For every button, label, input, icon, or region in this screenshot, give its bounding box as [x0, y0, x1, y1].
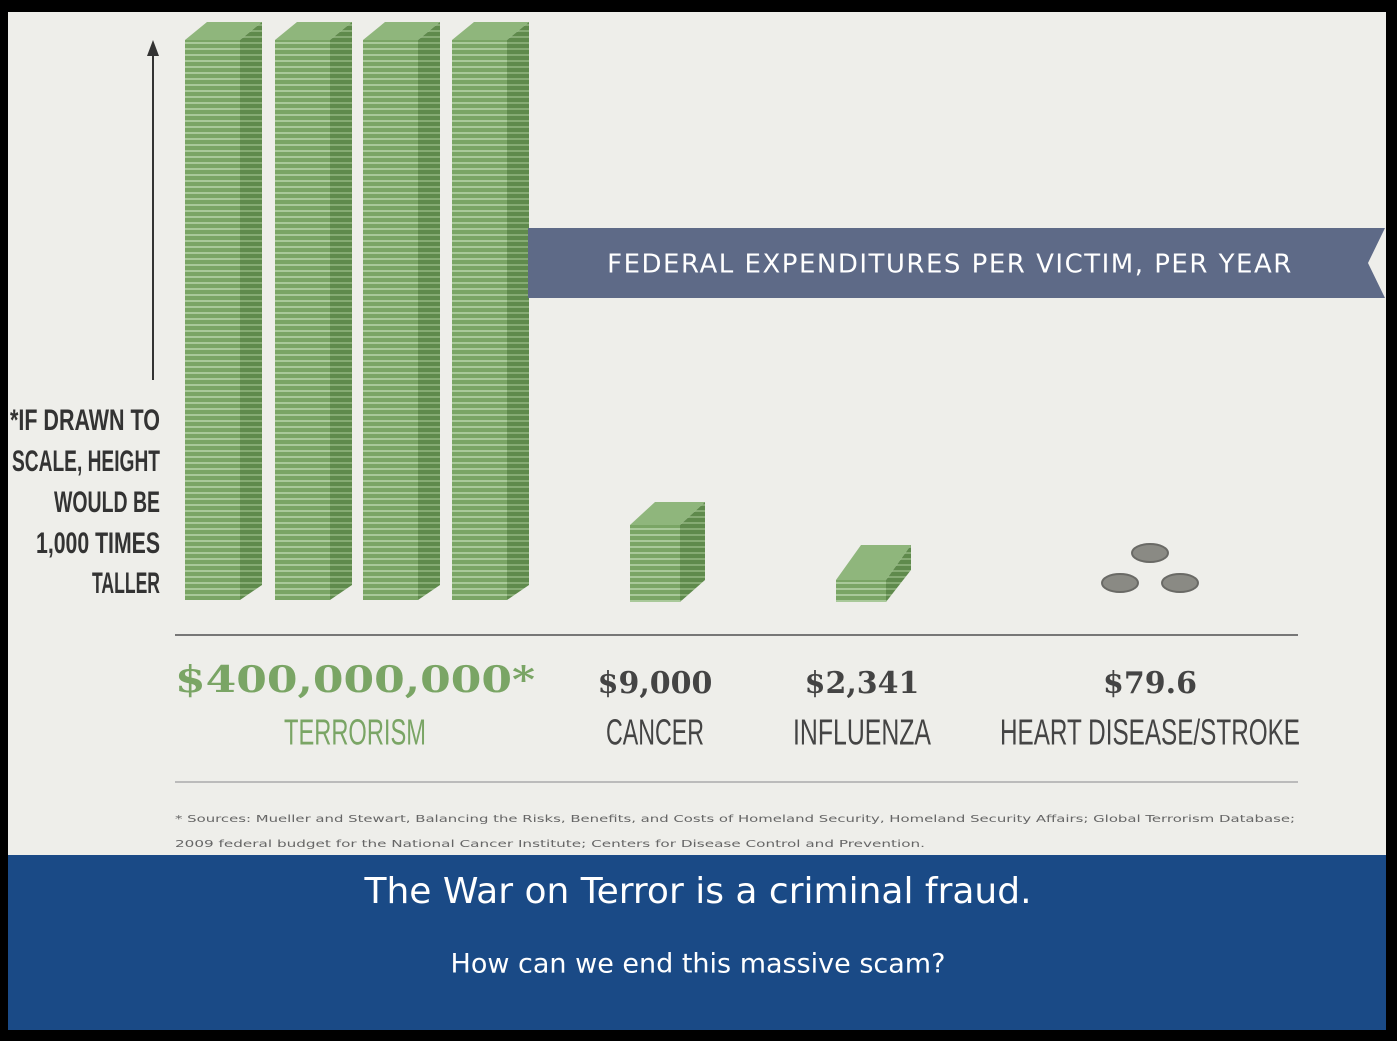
- value-label: $9,000: [598, 666, 713, 701]
- scale-note: WOULD BE: [54, 486, 160, 519]
- value-label: $2,341: [805, 666, 920, 701]
- banner-label: FEDERAL EXPENDITURES PER VICTIM, PER YEA…: [607, 250, 1293, 280]
- scale-note: *IF DRAWN TO: [10, 404, 160, 437]
- item-label: INFLUENZA: [793, 712, 931, 753]
- item-label: HEART DISEASE/STROKE: [1000, 712, 1300, 753]
- money-stack: [275, 22, 352, 600]
- caption-banner: [8, 855, 1386, 1030]
- arrow-head: [147, 40, 159, 56]
- sources: * Sources: Mueller and Stewart, Balancin…: [175, 814, 1295, 825]
- item-label: TERRORISM: [284, 712, 426, 753]
- scale-note: 1,000 TIMES: [36, 527, 160, 560]
- money-stack: [363, 22, 440, 600]
- caption-title: The War on Terror is a criminal fraud.: [363, 871, 1031, 912]
- coins: [1101, 543, 1199, 593]
- cancer-stack: [630, 502, 705, 602]
- scale-note: SCALE, HEIGHT: [12, 445, 160, 478]
- influenza-stack: [836, 545, 911, 602]
- value-label: $400,000,000*: [175, 659, 535, 701]
- money-stack: [185, 22, 262, 600]
- value-label: $79.6: [1103, 666, 1197, 701]
- scale-note: TALLER: [92, 567, 160, 600]
- item-label: CANCER: [606, 712, 704, 753]
- money-stack: [452, 22, 529, 600]
- banner-label-box: [528, 228, 1385, 298]
- caption-subtitle: How can we end this massive scam?: [451, 949, 946, 980]
- sources: 2009 federal budget for the National Can…: [175, 839, 925, 850]
- terrorism-stacks: [185, 22, 529, 600]
